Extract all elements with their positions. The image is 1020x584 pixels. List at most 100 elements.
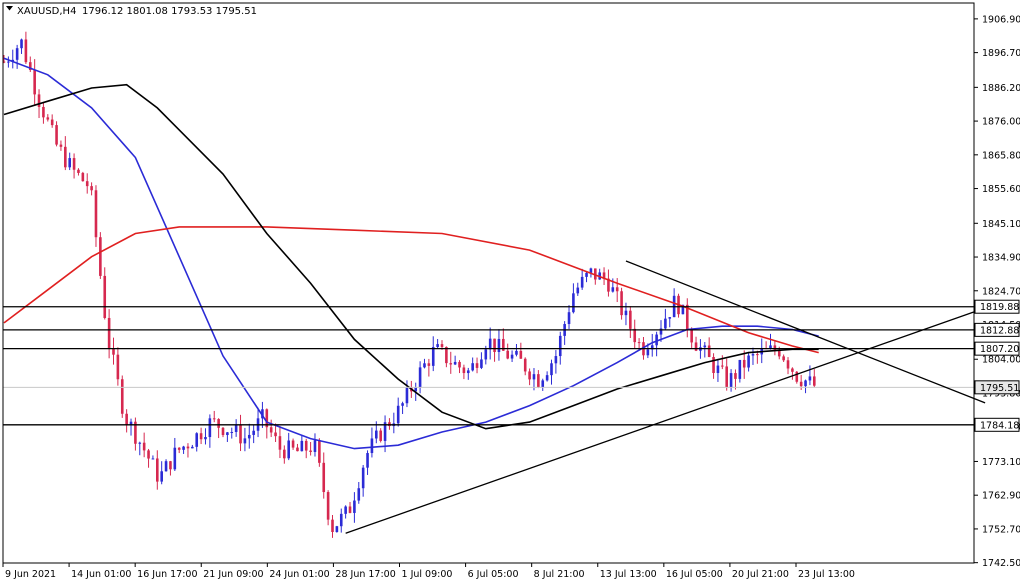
price-badge bbox=[974, 299, 1020, 314]
candle-body bbox=[431, 346, 435, 366]
candle-body bbox=[585, 272, 588, 277]
candle-body bbox=[326, 492, 330, 520]
candle-body bbox=[659, 328, 663, 335]
moving-average-line bbox=[3, 83, 819, 430]
candle-body bbox=[55, 125, 58, 145]
candle-body bbox=[769, 345, 772, 349]
candle-body bbox=[594, 268, 597, 280]
candle-body bbox=[777, 350, 781, 357]
candle-body bbox=[296, 447, 299, 452]
candle-body bbox=[471, 363, 474, 371]
candle-body bbox=[291, 440, 295, 448]
candle-body bbox=[734, 373, 737, 379]
candle-body bbox=[646, 349, 650, 356]
candle-body bbox=[607, 278, 610, 292]
candle-body bbox=[589, 268, 593, 273]
price-badge-label: 1795.51 bbox=[980, 383, 1019, 394]
candle-body bbox=[33, 69, 36, 95]
candle-body bbox=[550, 363, 553, 376]
candle-body bbox=[414, 387, 418, 392]
candle-body bbox=[493, 338, 496, 353]
y-tick-label: 1742.50 bbox=[982, 558, 1020, 569]
candle-body bbox=[230, 431, 234, 433]
moving-averages-layer bbox=[3, 57, 819, 450]
candle-body bbox=[799, 381, 803, 387]
candle-body bbox=[366, 453, 369, 468]
x-tick-label: 14 Jun 01:00 bbox=[71, 569, 131, 580]
plot-frame bbox=[2, 2, 975, 564]
candle-body bbox=[379, 430, 382, 441]
candle-body bbox=[615, 287, 619, 292]
candle-body bbox=[449, 363, 453, 365]
candle-body bbox=[357, 488, 361, 501]
candle-body bbox=[265, 409, 269, 428]
candle-body bbox=[274, 432, 277, 437]
candle-body bbox=[580, 276, 584, 288]
candle-body bbox=[72, 158, 76, 170]
candle-body bbox=[637, 342, 641, 344]
y-tick-label: 1906.90 bbox=[982, 14, 1020, 25]
candle-body bbox=[353, 500, 356, 513]
candle-body bbox=[164, 461, 168, 472]
collapse-arrow-icon bbox=[6, 6, 13, 11]
candle-body bbox=[694, 342, 698, 351]
candle-body bbox=[664, 318, 667, 329]
candle-body bbox=[243, 438, 247, 444]
candle-body bbox=[488, 338, 492, 350]
candle-body bbox=[217, 419, 220, 428]
candle-body bbox=[147, 450, 150, 459]
candle-body bbox=[712, 357, 715, 374]
candle-body bbox=[791, 368, 794, 372]
candle-body bbox=[116, 354, 120, 380]
candle-body bbox=[186, 446, 190, 449]
candles-layer bbox=[2, 31, 816, 538]
x-tick-label: 1 Jul 09:00 bbox=[402, 569, 453, 580]
candle-body bbox=[558, 335, 562, 357]
x-axis: 9 Jun 2021 14 Jun 01:00 16 Jun 17:00 21 Jun… bbox=[2, 563, 855, 580]
candle-body bbox=[624, 310, 628, 316]
candle-body bbox=[68, 158, 71, 168]
trendline[interactable] bbox=[625, 260, 986, 404]
candle-body bbox=[462, 367, 466, 374]
candle-body bbox=[510, 354, 514, 359]
candle-body bbox=[541, 380, 545, 388]
x-tick-label: 21 Jun 09:00 bbox=[203, 569, 263, 580]
candle-body bbox=[50, 119, 54, 126]
x-tick-label: 28 Jun 17:00 bbox=[335, 569, 395, 580]
y-tick-label: 1824.70 bbox=[982, 286, 1020, 297]
candle-body bbox=[134, 421, 137, 444]
candle-body bbox=[375, 430, 378, 439]
y-tick-label: 1834.90 bbox=[982, 253, 1020, 264]
y-tick-label: 1876.00 bbox=[982, 117, 1020, 128]
price-badge-label: 1819.88 bbox=[980, 302, 1019, 313]
candle-body bbox=[388, 422, 391, 427]
candle-body bbox=[103, 275, 107, 318]
candle-body bbox=[502, 338, 505, 351]
y-tick-label: 1886.20 bbox=[982, 83, 1020, 94]
candle-body bbox=[77, 169, 80, 173]
candle-body bbox=[129, 421, 133, 425]
candle-body bbox=[655, 334, 658, 346]
candle-body bbox=[795, 371, 799, 382]
candle-body bbox=[313, 440, 317, 452]
y-tick-label: 1752.70 bbox=[982, 524, 1020, 535]
candle-body bbox=[519, 350, 523, 359]
candle-body bbox=[20, 39, 23, 49]
candle-body bbox=[339, 513, 343, 527]
moving-average-line bbox=[3, 57, 819, 450]
candle-body bbox=[221, 427, 225, 436]
y-tick-label: 1845.10 bbox=[982, 219, 1020, 230]
candle-body bbox=[685, 304, 689, 331]
candle-body bbox=[287, 440, 290, 459]
candle-body bbox=[204, 437, 207, 440]
candle-body bbox=[269, 427, 273, 433]
candle-body bbox=[383, 422, 387, 441]
moving-average-line bbox=[3, 226, 819, 354]
candle-body bbox=[813, 376, 816, 386]
trendline[interactable] bbox=[345, 307, 986, 534]
candle-body bbox=[453, 361, 457, 365]
candle-body bbox=[322, 462, 326, 493]
candle-body bbox=[668, 317, 672, 319]
